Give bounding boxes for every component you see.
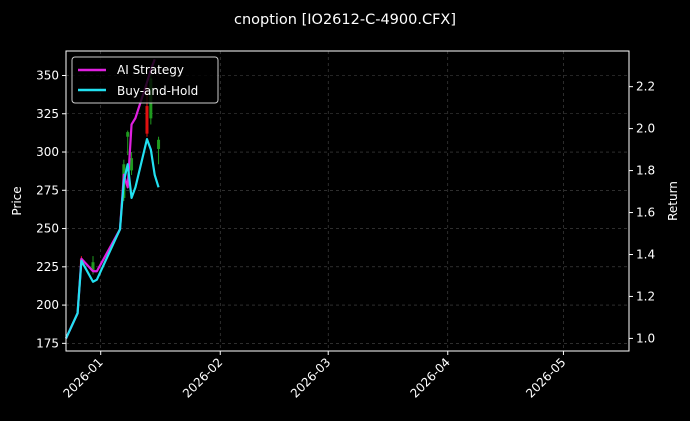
legend-box (71, 56, 219, 104)
left-tick-label: 250 (36, 222, 59, 236)
candle-body (157, 139, 161, 149)
right-tick-label: 1.6 (636, 206, 655, 220)
right-tick-label: 2.2 (636, 80, 655, 94)
right-tick-label: 2.0 (636, 122, 655, 136)
left-tick-label: 350 (36, 68, 59, 82)
candle-body (145, 106, 149, 134)
chart-title: cnoption [IO2612-C-4900.CFX] (234, 12, 456, 28)
candle-body (130, 158, 134, 171)
right-tick-label: 1.4 (636, 247, 655, 261)
left-tick-label: 225 (36, 260, 59, 274)
legend-label-buy-and-hold: Buy-and-Hold (117, 84, 198, 98)
left-tick-label: 200 (36, 298, 59, 312)
left-tick-label: 175 (36, 336, 59, 350)
left-tick-label: 325 (36, 107, 59, 121)
right-axis-title: Return (666, 181, 680, 221)
left-axis: 175 200 225 250 275 300 325 350 (36, 68, 66, 350)
candle-body (126, 132, 130, 137)
grid (66, 51, 629, 351)
legend: AI Strategy Buy-and-Hold (71, 56, 219, 104)
right-tick-label: 1.8 (636, 164, 655, 178)
left-tick-label: 275 (36, 183, 59, 197)
series-line-buy-and-hold (65, 138, 160, 339)
legend-label-ai-strategy: AI Strategy (117, 63, 184, 77)
plot-frame (65, 50, 630, 352)
left-axis-title: Price (10, 186, 24, 215)
candle-body (91, 262, 95, 272)
left-tick-label: 300 (36, 145, 59, 159)
right-tick-label: 1.0 (636, 331, 655, 345)
right-axis: 1.0 1.2 1.4 1.6 1.8 2.0 2.2 (629, 80, 655, 345)
right-tick-label: 1.2 (636, 289, 655, 303)
